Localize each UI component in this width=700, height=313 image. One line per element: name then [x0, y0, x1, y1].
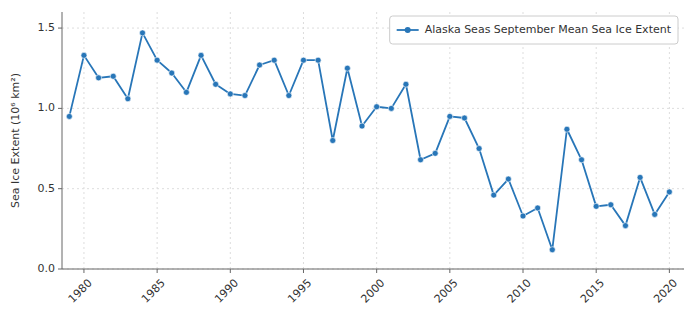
y-tick-label: 0.0: [38, 262, 56, 275]
data-point: [388, 105, 394, 111]
data-point: [227, 91, 233, 97]
x-tick: [669, 269, 670, 273]
x-tick-label: 2005: [432, 277, 461, 306]
data-point: [579, 157, 585, 163]
data-point: [491, 192, 497, 198]
data-point: [418, 157, 424, 163]
data-point: [198, 52, 204, 58]
x-grid-line: [157, 12, 158, 269]
legend-label: Alaska Seas September Mean Sea Ice Exten…: [425, 23, 672, 36]
legend-box: [390, 16, 678, 44]
data-point: [593, 203, 599, 209]
data-point: [139, 30, 145, 36]
data-point: [520, 213, 526, 219]
x-tick: [376, 269, 377, 273]
y-tick: [58, 188, 62, 189]
x-tick-label: 1980: [66, 277, 95, 306]
y-axis-label: Sea Ice Extent (10⁶ km²): [9, 73, 22, 208]
data-point: [330, 138, 336, 144]
y-tick-label: 0.5: [38, 182, 56, 195]
data-point: [315, 57, 321, 63]
x-grid-line: [669, 12, 670, 269]
x-tick: [230, 269, 231, 273]
data-point: [476, 146, 482, 152]
y-tick: [58, 108, 62, 109]
data-point: [213, 81, 219, 87]
data-point: [271, 57, 277, 63]
data-point: [286, 93, 292, 99]
y-grid-line: [62, 108, 684, 109]
x-axis-line: [62, 269, 684, 270]
data-point: [154, 57, 160, 63]
x-tick: [523, 269, 524, 273]
x-grid-line: [83, 12, 84, 269]
x-tick: [449, 269, 450, 273]
x-grid-line: [449, 12, 450, 269]
x-tick-label: 2020: [651, 277, 680, 306]
x-tick: [83, 269, 84, 273]
data-point: [564, 126, 570, 132]
chart-container: 0.0 0.5 1.0 1.5 1980 1985 1990 1995 2000 2005 2010…: [0, 0, 700, 313]
data-point: [169, 70, 175, 76]
data-point: [505, 176, 511, 182]
data-point: [652, 211, 658, 217]
data-point: [549, 247, 555, 253]
x-tick: [303, 269, 304, 273]
x-grid-line: [376, 12, 377, 269]
data-point: [110, 73, 116, 79]
x-tick-label: 2010: [505, 277, 534, 306]
data-point: [535, 205, 541, 211]
chart: 0.0 0.5 1.0 1.5 1980 1985 1990 1995 2000 2005 2010…: [0, 0, 700, 313]
data-point: [96, 75, 102, 81]
data-point: [461, 115, 467, 121]
data-point: [125, 96, 131, 102]
x-tick-label: 1985: [139, 277, 168, 306]
x-tick: [157, 269, 158, 273]
data-point: [666, 189, 672, 195]
data-point: [403, 81, 409, 87]
x-grid-line: [596, 12, 597, 269]
x-tick-label: 2015: [578, 277, 607, 306]
data-point: [447, 113, 453, 119]
axes: 0.0 0.5 1.0 1.5 1980 1985 1990 1995 2000 2005 2010…: [38, 12, 685, 306]
data-point: [242, 93, 248, 99]
plot-data: [66, 30, 672, 253]
data-point: [344, 65, 350, 71]
y-grid-line: [62, 269, 684, 270]
y-tick-label: 1.5: [38, 21, 56, 34]
x-grid-line: [230, 12, 231, 269]
legend: Alaska Seas September Mean Sea Ice Exten…: [390, 16, 678, 44]
data-point: [183, 89, 189, 95]
y-tick: [58, 269, 62, 270]
legend-marker: [405, 27, 411, 33]
data-point: [374, 104, 380, 110]
x-grid-line: [523, 12, 524, 269]
series-line: [69, 33, 669, 250]
x-tick-label: 1995: [285, 277, 314, 306]
x-tick: [596, 269, 597, 273]
y-tick-label: 1.0: [38, 101, 56, 114]
grid: [62, 12, 684, 269]
y-axis-line: [62, 12, 63, 269]
y-tick: [58, 28, 62, 29]
data-point: [637, 174, 643, 180]
data-point: [81, 52, 87, 58]
data-point: [432, 150, 438, 156]
data-point: [359, 123, 365, 129]
x-tick-label: 1990: [212, 277, 241, 306]
x-grid-line: [303, 12, 304, 269]
x-tick-label: 2000: [358, 277, 387, 306]
data-point: [66, 113, 72, 119]
data-point: [608, 202, 614, 208]
data-point: [300, 57, 306, 63]
data-point: [257, 62, 263, 68]
data-point: [622, 223, 628, 229]
